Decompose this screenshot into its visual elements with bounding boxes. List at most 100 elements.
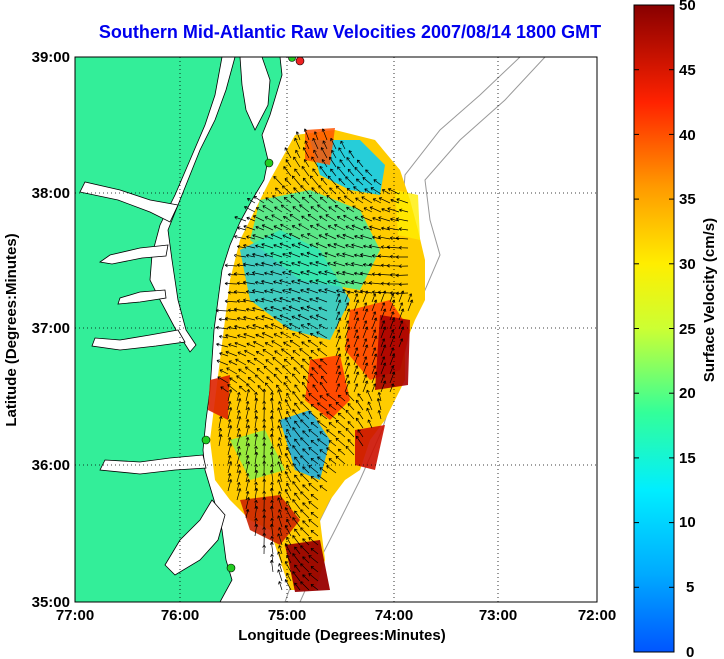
velocity-arrow [380, 320, 386, 330]
velocity-arrow [326, 194, 337, 204]
velocity-arrow [346, 206, 355, 213]
velocity-arrow [372, 198, 382, 204]
velocity-arrow [261, 243, 274, 249]
velocity-arrow [292, 373, 301, 384]
potomac-river [79, 181, 179, 223]
velocity-arrow [355, 178, 364, 186]
velocity-arrow [237, 226, 247, 231]
velocity-arrow [351, 224, 364, 231]
velocity-arrow [292, 206, 301, 213]
velocity-arrow [337, 430, 346, 438]
velocity-arrow [347, 403, 355, 411]
velocity-arrow [247, 376, 256, 384]
albemarle-sound [99, 454, 207, 475]
velocity-arrow [293, 367, 301, 375]
velocity-arrow [236, 398, 242, 411]
velocity-arrow [236, 281, 247, 286]
james-river [91, 329, 186, 351]
velocity-arrow [254, 415, 259, 429]
velocity-arrow [371, 371, 378, 384]
velocity-arrow [312, 168, 319, 177]
velocity-arrow [262, 406, 267, 420]
velocity-arrow [242, 280, 256, 285]
velocity-arrow [319, 341, 328, 348]
velocity-arrow [253, 341, 265, 348]
velocity-arrow [278, 563, 283, 573]
velocity-arrow [353, 289, 364, 294]
velocity-arrow [302, 538, 310, 546]
velocity-arrow [236, 299, 247, 303]
velocity-arrow [389, 371, 396, 384]
velocity-arrow [292, 463, 301, 474]
velocity-arrow [254, 397, 259, 411]
velocity-arrow [324, 251, 337, 258]
velocity-arrow [294, 438, 301, 447]
velocity-arrow [246, 383, 256, 393]
velocity-arrow [278, 455, 283, 465]
velocity-arrow [226, 367, 238, 375]
velocity-arrow [318, 271, 328, 276]
velocity-arrow [313, 149, 319, 159]
velocity-arrow [272, 357, 283, 366]
velocity-arrow [218, 334, 229, 339]
velocity-arrow [254, 469, 259, 483]
velocity-arrow [353, 383, 359, 393]
velocity-arrow [371, 335, 378, 348]
velocity-arrow [236, 470, 242, 483]
velocity-arrow [269, 397, 274, 411]
velocity-arrow [277, 425, 283, 438]
velocity-arrow [326, 465, 337, 474]
velocity-arrow [262, 442, 267, 456]
velocity-arrow [345, 176, 355, 186]
velocity-arrow [320, 375, 328, 384]
velocity-arrow [262, 460, 267, 474]
velocity-arrow [389, 293, 395, 303]
velocity-arrow [347, 168, 355, 177]
colorbar-tick-label: 20 [679, 385, 696, 402]
velocity-arrow [337, 166, 346, 177]
velocity-arrow [398, 338, 404, 348]
velocity-arrow [309, 225, 319, 231]
velocity-arrow [309, 297, 319, 303]
velocity-arrow [309, 315, 319, 321]
velocity-arrow [254, 298, 265, 303]
velocity-arrow [300, 545, 310, 555]
velocity-arrow [327, 262, 337, 267]
velocity-arrow [279, 261, 292, 267]
velocity-arrow [294, 510, 301, 519]
velocity-arrow [377, 272, 391, 277]
velocity-arrow [335, 419, 346, 429]
velocity-arrow [353, 317, 360, 330]
velocity-arrow [255, 316, 265, 321]
velocity-arrow [336, 253, 346, 258]
velocity-arrows [215, 128, 414, 591]
velocity-arrow [246, 216, 256, 222]
velocity-arrow [294, 456, 301, 465]
colorbar-tick-label: 0 [686, 644, 694, 659]
velocity-arrow [354, 235, 364, 240]
velocity-arrow [389, 273, 400, 277]
velocity-arrow [274, 187, 283, 195]
velocity-arrow [339, 159, 346, 168]
colorbar-tick-label: 45 [679, 62, 696, 79]
velocity-arrow [269, 469, 274, 483]
velocity-arrow [277, 569, 283, 582]
velocity-arrow [270, 288, 283, 294]
velocity-arrow [301, 165, 310, 177]
velocity-arrow [319, 165, 328, 177]
velocity-arrow [252, 289, 265, 294]
velocity-arrow [302, 520, 310, 528]
velocity-arrow [245, 508, 250, 519]
velocity-arrow [302, 147, 310, 159]
velocity-arrow [319, 485, 328, 492]
velocity-arrow [261, 261, 274, 267]
velocity-arrow [245, 454, 250, 465]
velocity-arrow [334, 224, 346, 231]
velocity-arrow [310, 511, 319, 519]
velocity-arrow [227, 455, 232, 465]
velocity-arrow [307, 233, 319, 240]
velocity-arrow [225, 350, 238, 357]
velocity-arrow [380, 338, 386, 348]
velocity-arrow [294, 402, 301, 411]
velocity-arrow [266, 376, 274, 384]
